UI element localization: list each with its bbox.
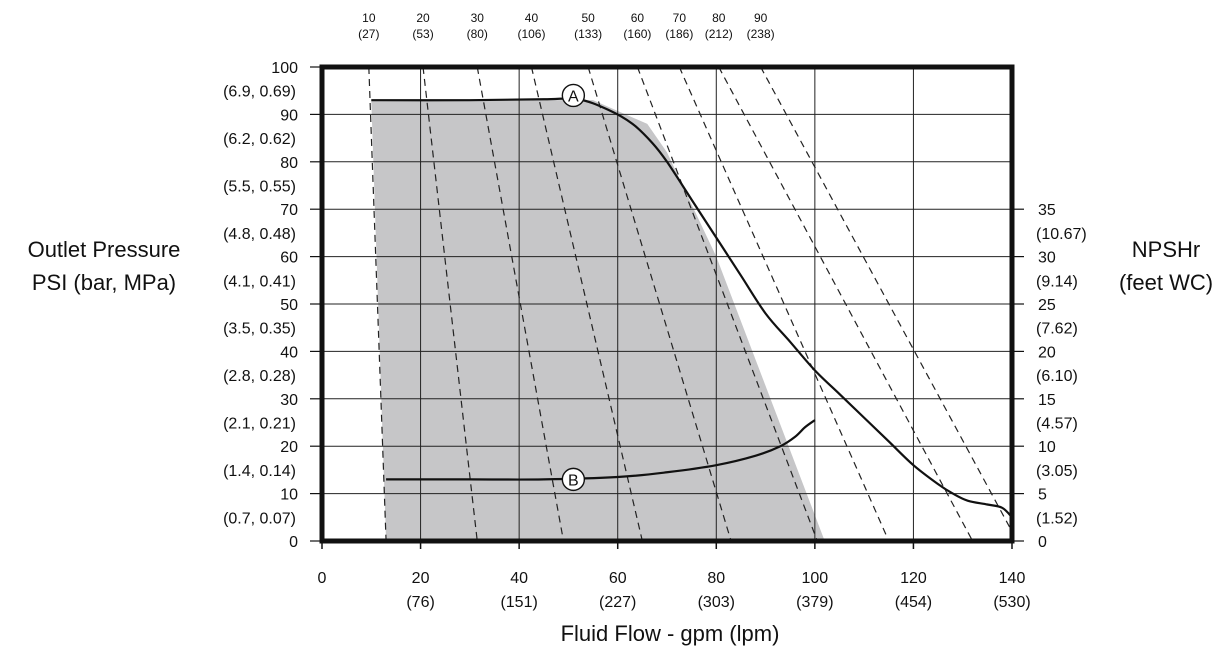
y-axis-title-left-line2: PSI (bar, MPa)	[32, 270, 176, 295]
top-tick-label: 40	[525, 11, 539, 25]
top-tick-label: 60	[631, 11, 645, 25]
y-left-tick-sublabel: (2.1, 0.21)	[223, 416, 296, 433]
x-tick-label: 100	[802, 570, 829, 587]
y-axis-title-right-line1: NPSHr	[1132, 237, 1200, 262]
y-right-tick-sublabel: (10.67)	[1036, 226, 1087, 243]
x-tick-label: 60	[609, 570, 627, 587]
y-left-tick-label: 80	[280, 155, 298, 172]
npsh-dashed-line	[718, 66, 974, 542]
y-axis-title-right-line2: (feet WC)	[1119, 270, 1213, 295]
x-tick-sublabel: (303)	[698, 594, 735, 611]
y-left-tick-label: 30	[280, 392, 298, 409]
npsh-dashed-line	[422, 66, 478, 542]
y-left-tick-label: 70	[280, 202, 298, 219]
y-right-tick-sublabel: (9.14)	[1036, 273, 1078, 290]
top-tick-sublabel: (160)	[623, 27, 651, 41]
top-tick-label: 90	[754, 11, 768, 25]
npsh-dashed-line	[760, 66, 1013, 532]
npsh-dashed-line	[587, 66, 732, 542]
x-tick-label: 80	[707, 570, 725, 587]
curve-a-label: A	[568, 88, 579, 105]
y-right-tick-sublabel: (6.10)	[1036, 368, 1078, 385]
top-tick-label: 80	[712, 11, 726, 25]
top-tick-sublabel: (186)	[665, 27, 693, 41]
y-left-tick-sublabel: (6.9, 0.69)	[223, 84, 296, 101]
y-right-tick-label: 30	[1038, 250, 1056, 267]
y-left-tick-label: 20	[280, 439, 298, 456]
x-tick-sublabel: (151)	[500, 594, 537, 611]
top-tick-sublabel: (27)	[358, 27, 379, 41]
y-left-tick-label: 90	[280, 107, 298, 124]
y-left-tick-sublabel: (0.7, 0.07)	[223, 510, 296, 527]
top-tick-sublabel: (238)	[747, 27, 775, 41]
shaded-region	[371, 100, 825, 542]
y-left-tick-label: 0	[289, 534, 298, 551]
top-tick-sublabel: (80)	[467, 27, 488, 41]
y-left-tick-label: 50	[280, 297, 298, 314]
y-left-tick-label: 60	[280, 250, 298, 267]
y-right-tick-sublabel: (4.57)	[1036, 416, 1078, 433]
top-tick-sublabel: (212)	[705, 27, 733, 41]
y-right-tick-label: 35	[1038, 202, 1056, 219]
y-left-tick-label: 40	[280, 344, 298, 361]
x-axis-title: Fluid Flow - gpm (lpm)	[561, 621, 780, 646]
x-tick-sublabel: (379)	[796, 594, 833, 611]
y-left-tick-sublabel: (2.8, 0.28)	[223, 368, 296, 385]
top-tick-label: 10	[362, 11, 376, 25]
y-right-tick-label: 15	[1038, 392, 1056, 409]
top-tick-label: 50	[581, 11, 595, 25]
y-left-tick-sublabel: (6.2, 0.62)	[223, 131, 296, 148]
curve-a-marker	[561, 83, 586, 108]
y-right-tick-sublabel: (1.52)	[1036, 510, 1078, 527]
npsh-dashed-line	[678, 66, 890, 542]
y-left-tick-label: 10	[280, 487, 298, 504]
y-left-tick-sublabel: (3.5, 0.35)	[223, 321, 296, 338]
y-left-tick-label: 100	[271, 60, 298, 77]
x-tick-sublabel: (227)	[599, 594, 636, 611]
top-tick-sublabel: (106)	[517, 27, 545, 41]
y-right-tick-label: 5	[1038, 487, 1047, 504]
top-tick-label: 30	[471, 11, 485, 25]
curve-a	[371, 97, 1013, 519]
curve-b-marker	[561, 467, 586, 492]
y-right-tick-label: 20	[1038, 344, 1056, 361]
x-tick-label: 40	[510, 570, 528, 587]
x-tick-sublabel: (530)	[993, 594, 1030, 611]
npsh-dashed-line	[476, 66, 565, 542]
npsh-dashed-line	[636, 66, 818, 542]
x-tick-sublabel: (76)	[406, 594, 434, 611]
x-tick-label: 20	[412, 570, 430, 587]
curve-b-label: B	[568, 472, 579, 489]
y-left-tick-sublabel: (5.5, 0.55)	[223, 179, 296, 196]
y-left-tick-sublabel: (4.8, 0.48)	[223, 226, 296, 243]
y-left-tick-sublabel: (1.4, 0.14)	[223, 463, 296, 480]
x-tick-label: 0	[318, 570, 327, 587]
y-right-tick-label: 25	[1038, 297, 1056, 314]
y-axis-title-left-line1: Outlet Pressure	[28, 237, 181, 262]
y-left-tick-sublabel: (4.1, 0.41)	[223, 273, 296, 290]
y-right-tick-sublabel: (7.62)	[1036, 321, 1078, 338]
x-tick-sublabel: (454)	[895, 594, 932, 611]
y-right-tick-label: 10	[1038, 439, 1056, 456]
x-tick-label: 140	[999, 570, 1026, 587]
x-tick-label: 120	[900, 570, 927, 587]
y-right-tick-sublabel: (3.05)	[1036, 463, 1078, 480]
top-tick-sublabel: (53)	[412, 27, 433, 41]
y-right-tick-label: 0	[1038, 534, 1047, 551]
top-tick-label: 70	[673, 11, 687, 25]
curve-b	[386, 419, 816, 481]
top-tick-sublabel: (133)	[574, 27, 602, 41]
npsh-dashed-line	[530, 66, 643, 542]
top-tick-label: 20	[416, 11, 430, 25]
